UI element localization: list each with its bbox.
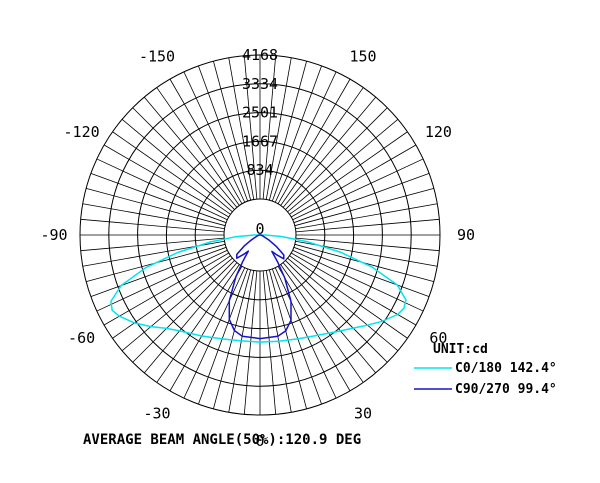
grid-spoke bbox=[156, 264, 240, 383]
grid-spoke bbox=[143, 96, 238, 208]
grid-spoke bbox=[265, 57, 292, 200]
grid-spoke bbox=[280, 87, 364, 206]
grid-spoke bbox=[80, 218, 225, 233]
angle-label: 60 bbox=[429, 329, 447, 347]
legend-label-c90: C90/270 99.4° bbox=[455, 382, 557, 397]
grid-spoke bbox=[280, 264, 364, 383]
grid-spoke bbox=[90, 173, 227, 224]
grid-spoke bbox=[295, 203, 438, 230]
grid-spoke bbox=[282, 96, 377, 208]
grid-spoke bbox=[293, 173, 430, 224]
grid-spoke bbox=[121, 118, 233, 213]
grid-spoke bbox=[169, 78, 243, 205]
grid-spoke bbox=[274, 71, 337, 203]
grid-spoke bbox=[198, 65, 249, 202]
grid-spoke bbox=[86, 188, 226, 227]
grid-spoke bbox=[156, 87, 240, 206]
grid-spoke bbox=[183, 71, 246, 203]
series-curve-c90-270 bbox=[228, 234, 292, 340]
grid-spoke bbox=[268, 269, 307, 409]
grid-spoke bbox=[96, 249, 228, 312]
grid-spoke bbox=[82, 203, 225, 230]
angle-label: 30 bbox=[354, 404, 372, 422]
center-tick-label: 0 bbox=[255, 220, 264, 238]
angle-label: 120 bbox=[425, 123, 452, 141]
grid-spoke bbox=[277, 265, 351, 392]
grid-spoke bbox=[271, 65, 322, 202]
grid-spoke bbox=[90, 246, 227, 297]
angle-label: 90 bbox=[457, 226, 475, 244]
grid-spoke bbox=[198, 268, 249, 405]
radial-tick-label: 1667 bbox=[242, 132, 278, 150]
grid-spoke bbox=[143, 262, 238, 374]
angle-label: 150 bbox=[349, 48, 376, 66]
grid-spoke bbox=[287, 118, 399, 213]
grid-spoke bbox=[287, 257, 399, 352]
grid-spoke bbox=[277, 78, 351, 205]
legend-label-c0: C0/180 142.4° bbox=[455, 361, 557, 376]
grid-spoke bbox=[292, 249, 424, 312]
grid-spoke bbox=[268, 61, 307, 201]
grid-spoke bbox=[228, 57, 255, 200]
radial-tick-labels: 834 1667 2501 3334 4168 0 bbox=[242, 46, 278, 238]
grid-spoke bbox=[80, 237, 225, 252]
polar-grid bbox=[79, 54, 441, 416]
grid-spoke bbox=[112, 131, 231, 215]
grid-spoke bbox=[103, 144, 230, 218]
grid-spoke bbox=[274, 267, 337, 399]
grid-spoke bbox=[294, 188, 434, 227]
grid-spoke bbox=[213, 61, 252, 201]
grid-spoke bbox=[243, 270, 258, 415]
angle-label: -120 bbox=[64, 123, 100, 141]
grid-spoke bbox=[290, 252, 417, 326]
radial-tick-label: 4168 bbox=[242, 46, 278, 64]
grid-spoke bbox=[282, 262, 377, 374]
radial-tick-label: 3334 bbox=[242, 75, 278, 93]
grid-spoke bbox=[290, 144, 417, 218]
grid-spoke bbox=[103, 252, 230, 326]
curves bbox=[110, 234, 407, 343]
grid-spoke bbox=[169, 265, 243, 392]
angle-label: -60 bbox=[68, 329, 95, 347]
grid-spoke bbox=[243, 55, 258, 200]
angle-label: -30 bbox=[143, 404, 170, 422]
grid-spoke bbox=[121, 257, 233, 352]
grid-spoke bbox=[292, 158, 424, 221]
grid-spoke bbox=[293, 246, 430, 297]
grid-spoke bbox=[289, 131, 408, 215]
angle-labels: 0 30 60 90 120 150 -30 -60 -90 -120 -150 bbox=[40, 48, 475, 450]
grid-spoke bbox=[285, 260, 388, 363]
angle-label: -90 bbox=[40, 226, 67, 244]
grid-spoke bbox=[285, 107, 388, 210]
angle-label: -150 bbox=[139, 48, 175, 66]
grid-spoke bbox=[262, 55, 277, 200]
radial-tick-label: 834 bbox=[246, 161, 273, 179]
grid-spoke bbox=[96, 158, 228, 221]
grid-spoke bbox=[262, 270, 277, 415]
radial-tick-label: 2501 bbox=[242, 104, 278, 122]
series-curve-c0-180 bbox=[110, 234, 407, 343]
angle-label: 0 bbox=[255, 432, 264, 450]
grid-spoke bbox=[132, 107, 235, 210]
grid-spoke bbox=[295, 237, 440, 252]
grid-spoke bbox=[271, 268, 322, 405]
unit-label: UNIT:cd bbox=[433, 342, 488, 357]
grid-spoke bbox=[295, 218, 440, 233]
grid-spoke bbox=[132, 260, 235, 363]
grid-spoke bbox=[112, 255, 231, 339]
grid-spoke bbox=[289, 255, 408, 339]
grid-spoke bbox=[183, 267, 246, 399]
beam-angle-footer: AVERAGE BEAM ANGLE(50%):120.9 DEG bbox=[83, 432, 361, 448]
